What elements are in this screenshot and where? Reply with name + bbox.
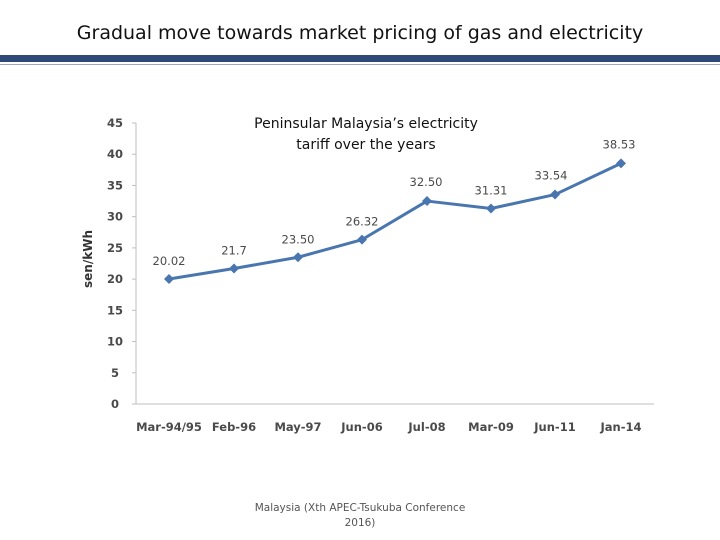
y-tick-label: 25 — [107, 241, 123, 255]
data-point-marker — [486, 203, 496, 214]
data-label: 31.31 — [475, 183, 508, 197]
data-label: 32.50 — [410, 175, 443, 189]
x-tick-label: Feb-96 — [212, 420, 256, 434]
x-tick-label: May-97 — [274, 420, 321, 434]
y-axis-label: sen/kWh — [81, 230, 95, 288]
y-axis: 0 5 10 15 20 25 30 35 40 45 sen/kWh — [81, 116, 137, 411]
y-tick-label: 0 — [111, 397, 119, 411]
x-axis: Mar-94/95 Feb-96 May-97 Jun-06 Jul-08 Mar-09 J… — [136, 403, 654, 434]
y-tick-label: 20 — [107, 272, 123, 286]
data-label: 21.7 — [221, 243, 247, 257]
data-point-marker — [357, 234, 367, 245]
data-label: 38.53 — [603, 137, 636, 151]
data-point-marker — [550, 189, 560, 200]
data-point-marker — [293, 252, 303, 263]
footer-source: Malaysia (Xth APEC-Tsukuba Conference 20… — [254, 502, 466, 529]
y-tick-label: 30 — [107, 210, 123, 224]
chart-title-line-2: tariff over the years — [296, 137, 435, 153]
data-label: 26.32 — [346, 215, 379, 229]
x-tick-label: Jun-11 — [533, 420, 575, 434]
x-tick-label: Jan-14 — [599, 420, 641, 434]
chart-title-line-1: Peninsular Malaysia’s electricity — [254, 116, 478, 132]
data-point-marker — [422, 196, 432, 207]
title-rule-thin — [0, 64, 720, 65]
chart-title: Peninsular Malaysia’s electricity tariff … — [254, 116, 478, 153]
y-tick-label: 10 — [107, 335, 123, 349]
x-tick-label: Jun-06 — [340, 420, 382, 434]
y-tick-label: 35 — [107, 178, 123, 192]
data-point-marker — [616, 158, 626, 169]
y-tick-label: 45 — [107, 116, 123, 130]
series-line — [168, 162, 622, 281]
data-point-marker — [164, 273, 174, 284]
title-rule — [0, 55, 720, 62]
data-label: 33.54 — [535, 169, 568, 183]
x-tick-label: Mar-94/95 — [136, 420, 202, 434]
data-label: 23.50 — [282, 232, 315, 246]
slide-title: Gradual move towards market pricing of g… — [76, 22, 644, 44]
y-tick-label: 40 — [107, 147, 123, 161]
y-tick-label: 5 — [111, 366, 119, 380]
x-tick-label: Mar-09 — [468, 420, 514, 434]
y-tick-label: 15 — [107, 303, 123, 317]
data-point-marker — [229, 263, 239, 274]
series-line-group: 20.02 21.7 23.50 26.32 32.50 31.31 33.54 38.53 — [153, 137, 636, 284]
data-label: 20.02 — [153, 254, 186, 268]
x-tick-label: Jul-08 — [407, 420, 445, 434]
